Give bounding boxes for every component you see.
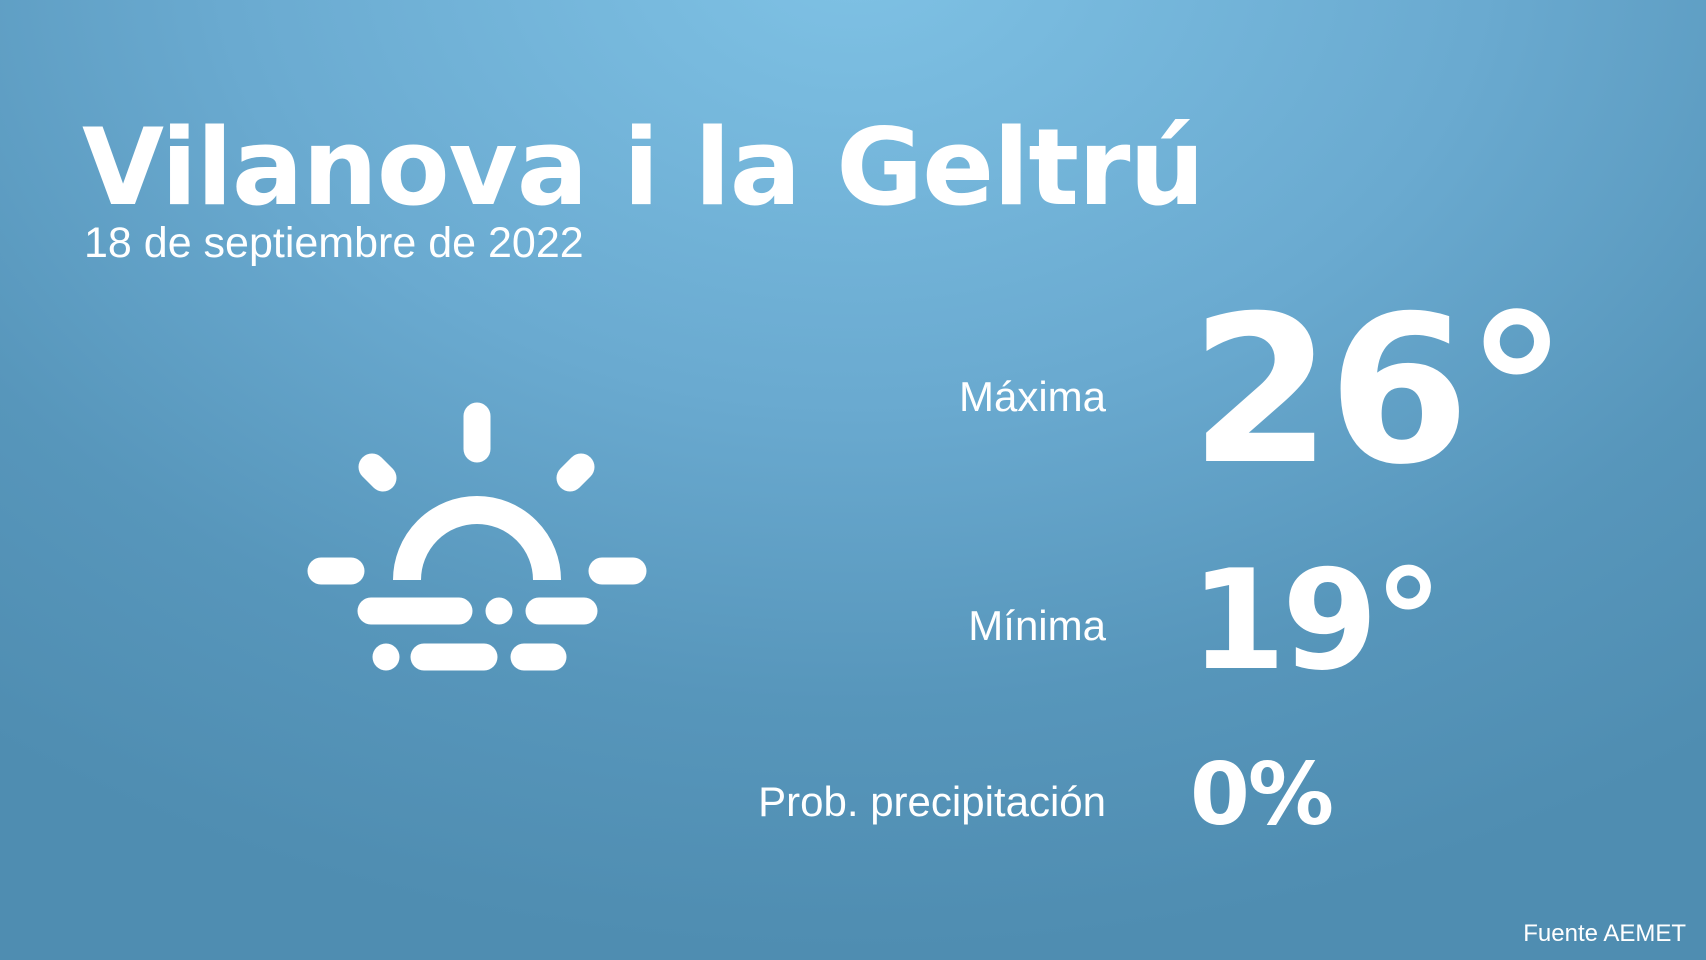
max-temp-value: 26°: [1190, 273, 1568, 510]
city-title: Vilanova i la Geltrú: [82, 106, 1205, 229]
precip-value: 0%: [1190, 745, 1334, 845]
source-credit: Fuente AEMET: [1523, 920, 1686, 947]
max-temp-label: Máxima: [958, 373, 1106, 420]
forecast-date: 18 de septiembre de 2022: [84, 219, 584, 267]
min-temp-value: 19°: [1190, 540, 1443, 701]
min-temp-label: Mínima: [968, 602, 1106, 649]
precip-label: Prob. precipitación: [758, 778, 1106, 825]
